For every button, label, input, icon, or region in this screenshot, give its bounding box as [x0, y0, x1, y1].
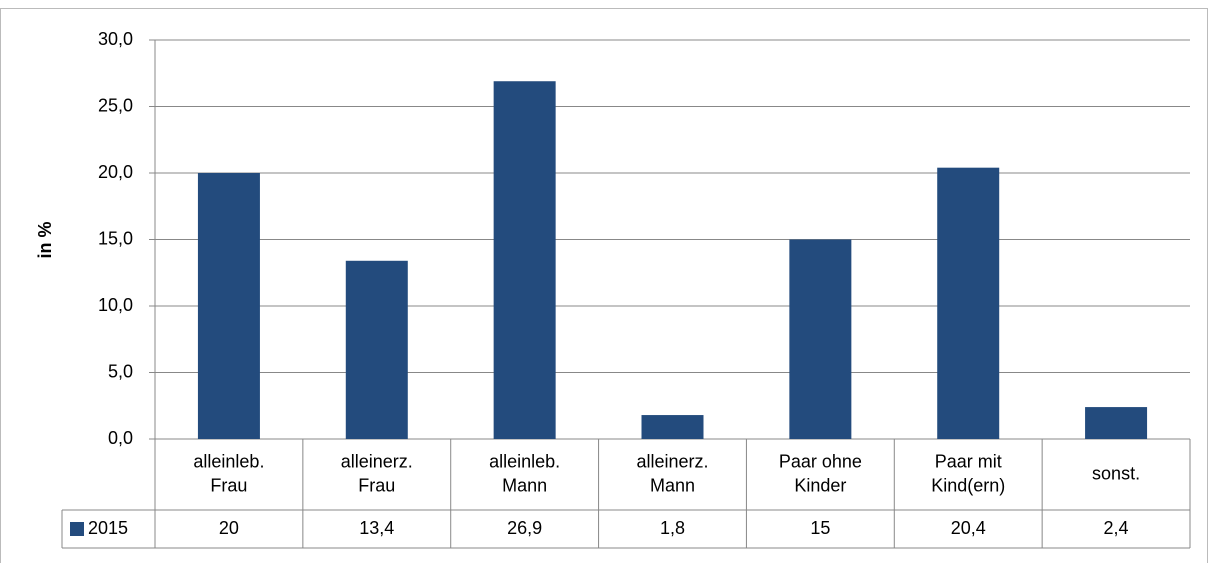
y-tick-label: 5,0: [108, 361, 133, 381]
bar: [789, 239, 852, 439]
y-tick-label: 20,0: [98, 162, 133, 182]
legend-label: 2015: [88, 518, 128, 538]
y-axis-label: in %: [35, 221, 55, 258]
bar: [1085, 407, 1148, 439]
x-tick-label: alleinleb. Frau: [193, 451, 264, 495]
table-value: 20: [219, 518, 239, 538]
table-value: 13,4: [359, 518, 394, 538]
bar: [493, 81, 556, 439]
table-value: 26,9: [507, 518, 542, 538]
y-tick-label: 10,0: [98, 295, 133, 315]
x-tick-label: alleinleb. Mann: [489, 451, 560, 495]
y-tick-label: 0,0: [108, 428, 133, 448]
y-tick-label: 15,0: [98, 228, 133, 248]
x-tick-label: sonst.: [1092, 463, 1140, 483]
bar: [937, 167, 1000, 439]
x-tick-label: alleinerz. Mann: [636, 451, 708, 495]
table-value: 1,8: [660, 518, 685, 538]
y-tick-label: 25,0: [98, 95, 133, 115]
bar: [197, 173, 260, 439]
table-value: 2,4: [1104, 518, 1129, 538]
y-tick-label: 30,0: [98, 29, 133, 49]
table-value: 20,4: [951, 518, 986, 538]
x-tick-label: alleinerz. Frau: [341, 451, 413, 495]
legend-key: [70, 522, 84, 536]
chart-frame: [0, 8, 1208, 563]
bar: [641, 415, 704, 439]
table-value: 15: [810, 518, 830, 538]
x-tick-label: Paar mit Kind(ern): [931, 451, 1005, 495]
x-tick-label: Paar ohne Kinder: [779, 451, 862, 495]
bar: [345, 260, 408, 439]
